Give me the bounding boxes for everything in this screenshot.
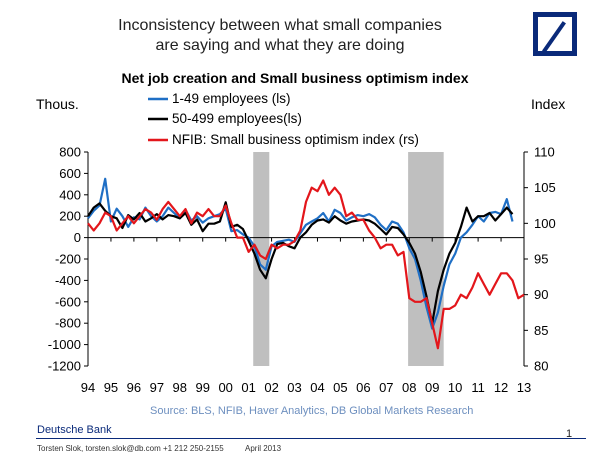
left-tick-label: -1200 [48, 359, 81, 374]
footer-author: Torsten Slok, torsten.slok@db.com +1 212… [37, 444, 224, 453]
x-tick-label: 01 [241, 380, 255, 395]
x-tick-label: 97 [150, 380, 164, 395]
left-tick-label: 0 [74, 230, 81, 245]
slide-title: Inconsistency between what small compani… [60, 16, 500, 56]
x-tick-label: 08 [402, 380, 416, 395]
recession-band-2 [408, 152, 444, 366]
x-tick-label: 96 [127, 380, 141, 395]
left-tick-label: -1000 [48, 337, 81, 352]
legend-label-small: 1-49 employees (ls) [172, 91, 291, 106]
series-line-mid [87, 201, 514, 325]
left-tick-label: 800 [59, 145, 81, 160]
left-tick-label: -800 [55, 316, 81, 331]
right-tick-label: 100 [534, 216, 556, 231]
x-tick-label: 13 [517, 380, 531, 395]
page-number: 1 [566, 428, 573, 440]
x-tick-label: 11 [471, 380, 485, 395]
x-tick-label: 04 [310, 380, 324, 395]
right-tick-label: 80 [534, 359, 548, 374]
x-tick-label: 95 [104, 380, 118, 395]
right-axis-label: Index [531, 96, 566, 112]
left-tick-label: -200 [55, 252, 81, 267]
left-tick-label: 400 [59, 187, 81, 202]
right-tick-label: 110 [534, 145, 555, 160]
footer-brand: Deutsche Bank [37, 424, 112, 436]
footer-divider [36, 438, 586, 439]
series-line-small [87, 177, 514, 330]
right-tick-label: 85 [534, 323, 548, 338]
x-tick-label: 05 [333, 380, 347, 395]
legend-label-nfib: NFIB: Small business optimism index (rs) [172, 132, 419, 147]
chart-title: Net job creation and Small business opti… [121, 70, 469, 86]
right-tick-label: 105 [534, 180, 556, 195]
left-tick-label: 600 [59, 166, 81, 181]
legend-label-mid: 50-499 employees(ls) [172, 111, 302, 126]
x-tick-label: 10 [448, 380, 462, 395]
x-tick-label: 98 [173, 380, 187, 395]
x-tick-label: 12 [494, 380, 508, 395]
left-tick-label: -400 [55, 273, 81, 288]
x-tick-label: 02 [264, 380, 278, 395]
x-tick-label: 00 [218, 380, 232, 395]
deutsche-bank-logo-icon [533, 12, 577, 56]
right-tick-label: 95 [534, 252, 548, 267]
x-tick-label: 09 [425, 380, 439, 395]
x-tick-label: 06 [356, 380, 370, 395]
title-line-2: are saying and what they are doing [155, 37, 405, 54]
x-tick-label: 94 [81, 380, 95, 395]
left-axis-label: Thous. [36, 96, 79, 112]
right-tick-label: 90 [534, 287, 548, 302]
footer-date: April 2013 [245, 444, 282, 453]
x-tick-label: 03 [287, 380, 301, 395]
series-line-nfib [87, 179, 525, 350]
x-tick-label: 07 [379, 380, 393, 395]
source-note: Source: BLS, NFIB, Haver Analytics, DB G… [150, 405, 474, 417]
left-tick-label: 200 [59, 209, 81, 224]
x-tick-label: 99 [196, 380, 210, 395]
recession-band-1 [253, 152, 270, 366]
left-tick-label: -600 [55, 294, 81, 309]
title-line-1: Inconsistency between what small compani… [118, 17, 442, 34]
